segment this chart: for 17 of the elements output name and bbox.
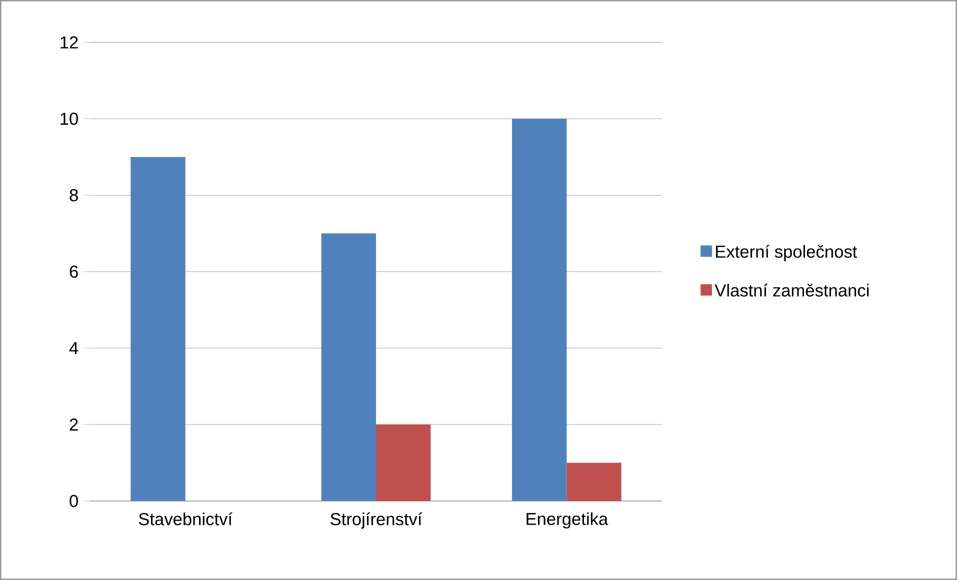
legend-label: Externí společnost <box>716 244 858 262</box>
x-tick-label: Energetika <box>526 512 608 529</box>
bar <box>512 118 567 501</box>
y-tick-label: 10 <box>60 112 78 125</box>
bar <box>130 156 186 501</box>
x-tick-label: Stavebnictví <box>138 512 232 526</box>
bar <box>566 462 622 501</box>
y-tick-label: 2 <box>70 418 78 431</box>
y-tick-label: 6 <box>70 266 78 278</box>
legend-label: Vlastní zaměstnanci <box>714 284 869 297</box>
y-tick-label: 4 <box>69 342 78 354</box>
y-tick-label: 12 <box>60 36 78 48</box>
bar <box>321 233 376 501</box>
bar <box>376 424 431 501</box>
y-tick-label: 8 <box>70 189 78 202</box>
x-tick-label: Strojírenství <box>330 512 422 529</box>
y-tick-label: 0 <box>70 494 78 508</box>
